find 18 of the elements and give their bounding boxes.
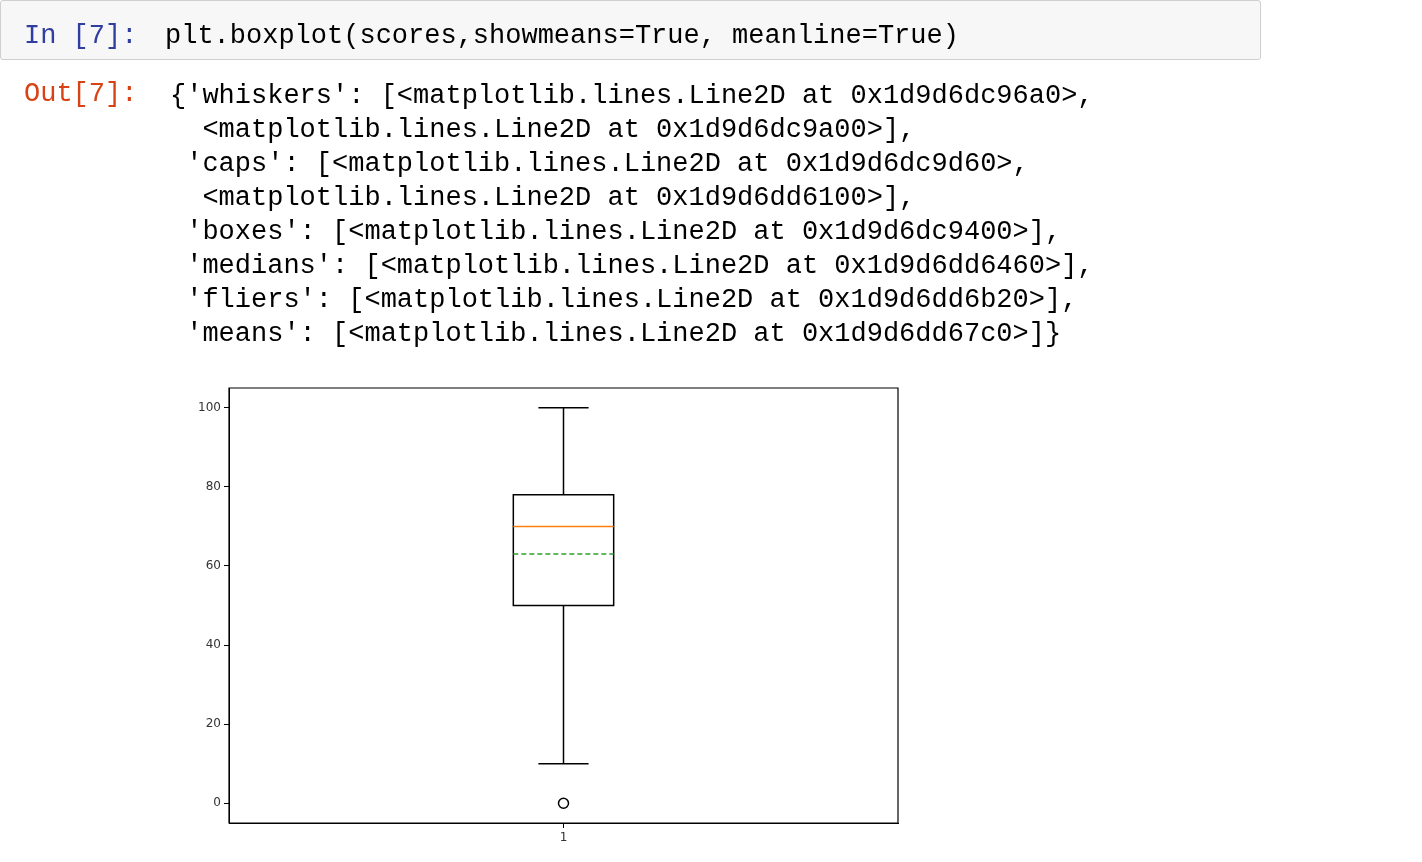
text: 'means': [<matplotlib.lines.Line2D at 0x1d9d6dd67c0>]}: [186, 319, 1062, 349]
text: In [7]:: [24, 20, 138, 53]
text: {'whiskers': [<matplotlib.lines.Line2D at 0x1d9d6dc96a0>,: [170, 81, 1094, 111]
text: 'fliers': [<matplotlib.lines.Line2D at 0x1d9d6dd6b20>],: [186, 285, 1078, 315]
y-tick-label: 80: [205, 478, 221, 493]
x-tick-label: 1: [559, 830, 568, 845]
text: 'caps': [<matplotlib.lines.Line2D at 0x1d9d6dc9d60>,: [186, 149, 1029, 179]
y-tick-label: 100: [198, 399, 221, 414]
text: 'boxes': [<matplotlib.lines.Line2D at 0x1d9d6dc9400>],: [186, 217, 1062, 247]
text: <matplotlib.lines.Line2D at 0x1d9d6dc9a00>],: [202, 115, 916, 145]
text: <matplotlib.lines.Line2D at 0x1d9d6dd6100>],: [202, 183, 916, 213]
text: plt.boxplot(scores,showmeans=True, meanline=True): [165, 20, 959, 53]
y-tick-label: 20: [205, 716, 221, 731]
y-tick-label: 40: [205, 637, 221, 652]
y-tick-label: 60: [205, 558, 221, 573]
text: Out[7]:: [24, 78, 138, 111]
text: 'medians': [<matplotlib.lines.Line2D at 0x1d9d6dd6460>],: [186, 251, 1094, 281]
y-tick-label: 0: [213, 795, 221, 810]
